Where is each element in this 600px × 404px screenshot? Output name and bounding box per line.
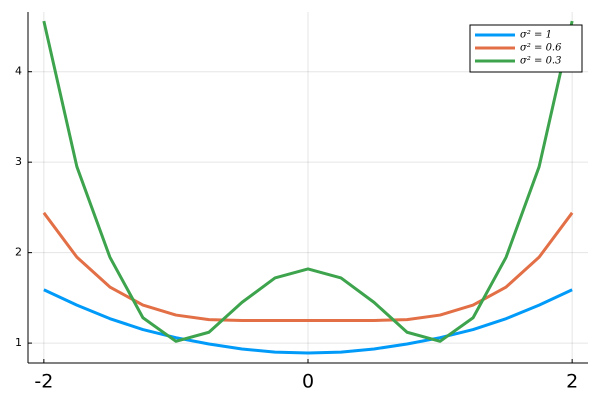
legend: σ² = 1 σ² = 0.6 σ² = 0.3 <box>469 24 583 73</box>
x-tick-label: -2 <box>34 371 53 393</box>
legend-label: σ² = 0.3 <box>520 56 561 67</box>
y-tick-label: 2 <box>15 246 22 259</box>
y-tick-label: 3 <box>15 155 22 168</box>
y-tick-label: 4 <box>15 65 22 78</box>
y-tick-label: 1 <box>15 336 22 349</box>
line-series <box>43 288 573 355</box>
line-series <box>42 20 574 343</box>
x-tick-label: 0 <box>302 371 314 393</box>
legend-label: σ² = 0.6 <box>520 43 562 54</box>
x-tick-label: 2 <box>566 371 578 393</box>
legend-label: σ² = 1 <box>520 30 552 41</box>
